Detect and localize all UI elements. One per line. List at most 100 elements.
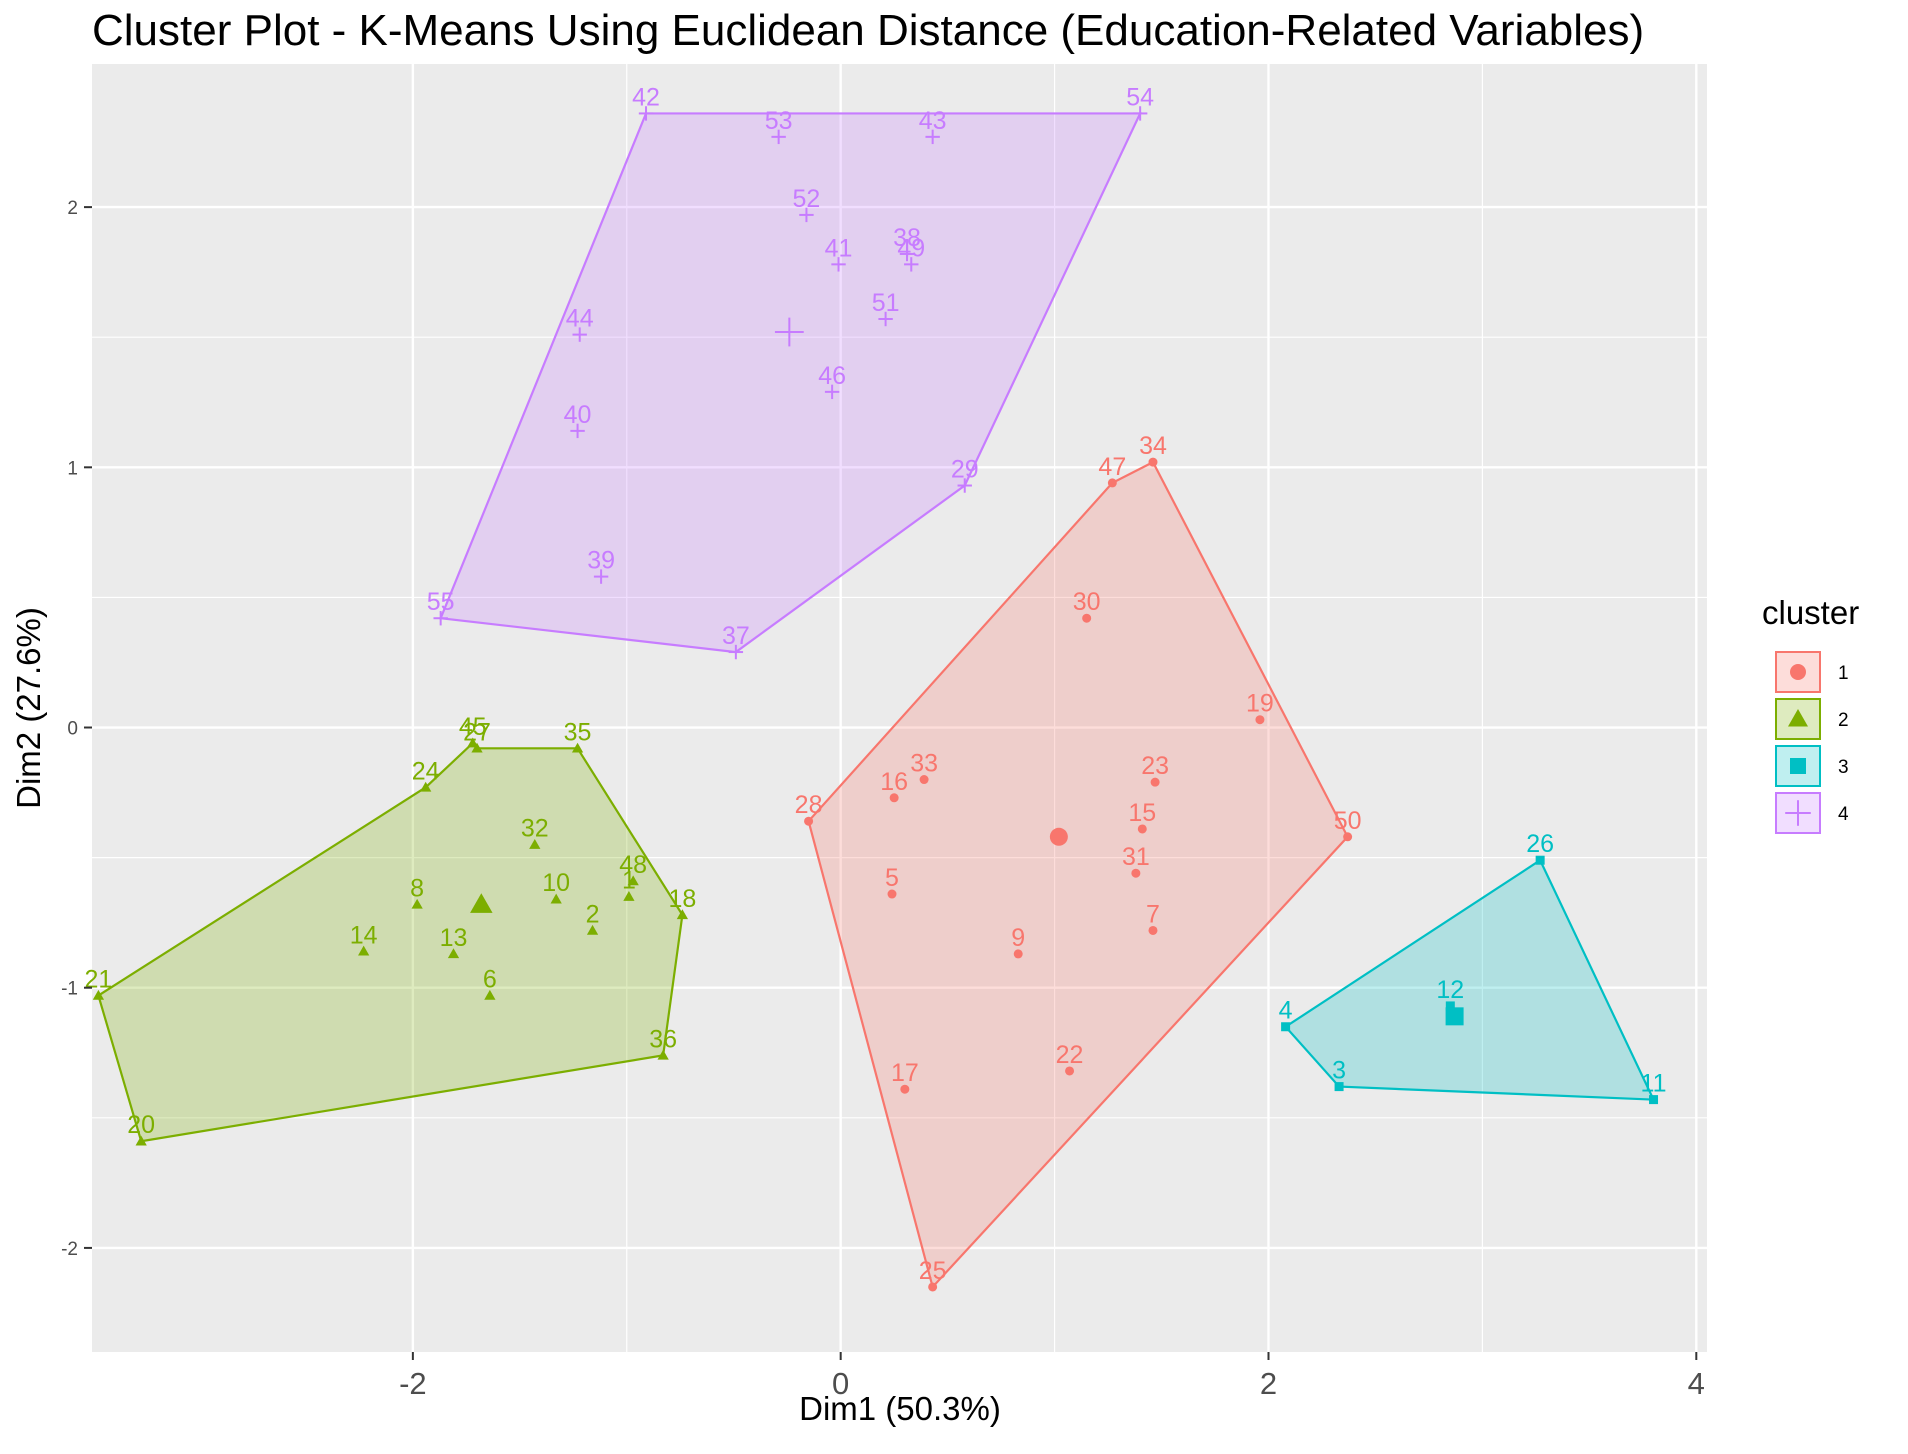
point-label-23: 23	[1141, 752, 1169, 780]
legend: cluster 1 2 3 4	[1762, 594, 1859, 834]
point-label-33: 33	[910, 750, 938, 778]
legend-title: cluster	[1762, 594, 1859, 631]
y-tick-label: -1	[61, 979, 78, 1000]
y-tick-label: 2	[67, 198, 78, 219]
point-12	[1445, 1001, 1455, 1011]
legend-label-3: 3	[1838, 757, 1849, 778]
point-19	[1255, 715, 1265, 725]
legend-marker-2	[1788, 709, 1808, 727]
point-23	[1150, 777, 1160, 787]
point-35	[571, 742, 584, 753]
centroid-3	[1445, 1007, 1464, 1026]
point-label-52: 52	[793, 185, 821, 213]
y-axis-title: Dim2 (27.6%)	[10, 607, 47, 809]
point-52	[799, 207, 814, 223]
point-40	[570, 423, 585, 439]
point-22	[1065, 1066, 1075, 1076]
point-45	[467, 737, 479, 748]
cluster-centroids	[470, 317, 1464, 1026]
centroid-2	[470, 893, 493, 913]
point-label-20: 20	[127, 1111, 155, 1139]
legend-label-1: 1	[1838, 663, 1849, 684]
y-tick-label: -2	[61, 1239, 78, 1260]
point-48	[627, 875, 639, 886]
point-label-9: 9	[1011, 924, 1025, 952]
point-26	[1535, 855, 1545, 865]
point-label-12: 12	[1436, 976, 1464, 1004]
point-16	[889, 793, 899, 803]
x-axis-title: Dim1 (50.3%)	[799, 1390, 1001, 1427]
point-label-55: 55	[427, 588, 455, 616]
point-label-11: 11	[1641, 1070, 1667, 1098]
point-label-5: 5	[885, 864, 899, 892]
point-label-32: 32	[521, 815, 549, 843]
point-38	[899, 246, 915, 262]
point-41	[831, 257, 846, 272]
point-label-44: 44	[566, 305, 594, 333]
point-label-2: 2	[586, 900, 600, 928]
point-3	[1334, 1082, 1344, 1092]
point-label-35: 35	[564, 718, 592, 746]
point-50	[1343, 832, 1353, 842]
point-label-16: 16	[880, 768, 908, 796]
chart-title: Cluster Plot - K-Means Using Euclidean D…	[92, 6, 1645, 55]
y-tick-label: 0	[67, 719, 78, 740]
point-46	[824, 384, 840, 400]
point-30	[1082, 613, 1092, 623]
point-18	[676, 909, 689, 920]
legend-label-2: 2	[1838, 710, 1849, 731]
point-42	[638, 106, 654, 121]
point-43	[925, 129, 940, 145]
point-11	[1649, 1095, 1659, 1105]
point-51	[878, 311, 893, 327]
point-37	[728, 644, 744, 660]
point-label-27: 27	[463, 718, 491, 746]
point-label-3: 3	[1332, 1057, 1346, 1085]
point-label-53: 53	[765, 107, 793, 135]
point-10	[550, 893, 562, 904]
legend-marker-3	[1790, 758, 1806, 774]
point-14	[358, 945, 370, 956]
point-label-39: 39	[587, 547, 615, 575]
point-label-17: 17	[891, 1059, 919, 1087]
point-label-30: 30	[1073, 588, 1101, 616]
point-32	[529, 838, 541, 849]
data-points	[92, 106, 1659, 1292]
point-label-43: 43	[919, 107, 947, 135]
point-label-49: 49	[897, 234, 925, 262]
point-53	[771, 129, 786, 145]
point-label-54: 54	[1126, 83, 1154, 111]
point-label-51: 51	[872, 289, 900, 317]
point-label-25: 25	[919, 1257, 947, 1285]
point-4	[1281, 1022, 1291, 1032]
point-label-18: 18	[668, 885, 696, 913]
point-label-4: 4	[1279, 997, 1293, 1025]
point-label-47: 47	[1098, 453, 1126, 481]
point-label-45: 45	[459, 713, 487, 741]
legend-keys: 1 2 3 4	[1775, 651, 1849, 834]
point-39	[593, 569, 609, 584]
point-label-50: 50	[1334, 807, 1362, 835]
x-tick-label: 4	[1688, 1366, 1705, 1401]
point-label-31: 31	[1122, 843, 1150, 871]
legend-label-4: 4	[1838, 804, 1849, 825]
point-label-34: 34	[1139, 432, 1167, 460]
point-label-28: 28	[795, 791, 823, 819]
point-label-14: 14	[350, 921, 378, 949]
y-axis-ticks: -2 -1 0 1 2	[61, 198, 92, 1260]
point-label-42: 42	[632, 83, 660, 111]
point-6	[484, 989, 496, 1000]
point-13	[447, 948, 460, 959]
point-label-1: 1	[622, 867, 636, 895]
point-label-29: 29	[951, 456, 979, 484]
point-28	[804, 816, 814, 826]
point-label-22: 22	[1056, 1041, 1084, 1069]
cluster-hull-1	[807, 460, 1349, 1290]
point-label-24: 24	[412, 757, 440, 785]
grid-minor	[92, 64, 1707, 1352]
point-2	[586, 924, 599, 935]
cluster-hull-4	[439, 112, 1142, 654]
point-label-10: 10	[542, 869, 570, 897]
